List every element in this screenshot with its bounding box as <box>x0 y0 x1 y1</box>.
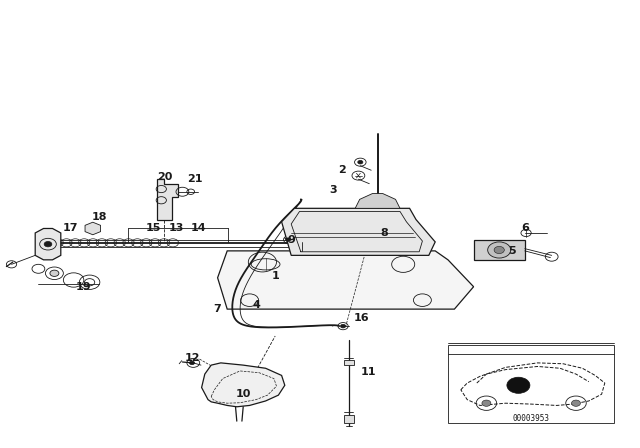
Bar <box>344 360 354 365</box>
Circle shape <box>340 324 346 328</box>
Text: 19: 19 <box>76 282 91 292</box>
Text: 6: 6 <box>521 224 529 233</box>
Bar <box>448 345 614 423</box>
Text: 20: 20 <box>157 172 173 182</box>
Text: 1: 1 <box>271 271 279 280</box>
Text: 3: 3 <box>329 185 337 195</box>
Text: 2: 2 <box>339 165 346 175</box>
Text: 15: 15 <box>146 224 161 233</box>
Circle shape <box>507 377 530 393</box>
Text: 8: 8 <box>380 228 388 238</box>
Text: 12: 12 <box>184 353 200 363</box>
Circle shape <box>488 242 511 258</box>
Text: 13: 13 <box>168 224 184 233</box>
Text: 4: 4 <box>252 300 260 310</box>
Circle shape <box>482 400 491 406</box>
Text: 00003953: 00003953 <box>513 414 550 423</box>
Text: 21: 21 <box>188 174 203 184</box>
Polygon shape <box>218 251 474 309</box>
Text: 7: 7 <box>214 304 221 314</box>
Text: 10: 10 <box>236 389 251 399</box>
Polygon shape <box>35 228 61 260</box>
Circle shape <box>44 241 52 247</box>
Polygon shape <box>355 194 400 208</box>
Text: 18: 18 <box>92 212 107 222</box>
Circle shape <box>285 238 291 241</box>
Circle shape <box>572 400 580 406</box>
Circle shape <box>494 246 504 254</box>
Polygon shape <box>282 208 435 255</box>
Polygon shape <box>157 179 178 220</box>
Circle shape <box>358 160 363 164</box>
Polygon shape <box>474 240 525 260</box>
Text: 17: 17 <box>63 224 78 233</box>
Text: 5: 5 <box>508 246 516 256</box>
Circle shape <box>50 270 59 276</box>
Polygon shape <box>202 363 285 407</box>
Bar <box>344 415 354 423</box>
Polygon shape <box>85 222 100 235</box>
Circle shape <box>189 361 195 365</box>
Text: 9: 9 <box>287 235 295 245</box>
Text: 16: 16 <box>354 313 369 323</box>
Text: 14: 14 <box>191 224 206 233</box>
Text: 11: 11 <box>360 367 376 377</box>
